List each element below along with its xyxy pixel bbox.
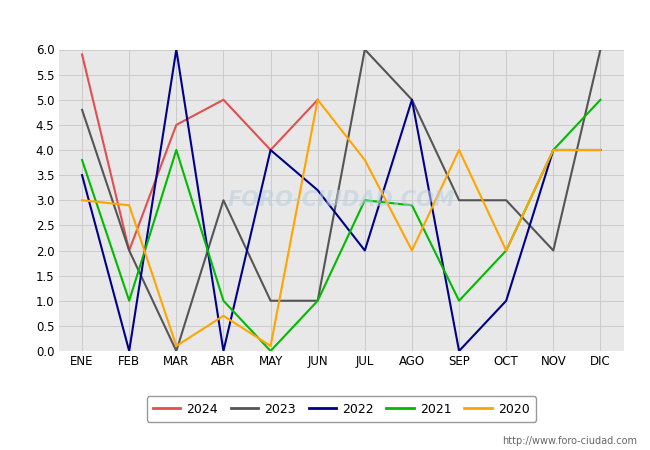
Text: http://www.foro-ciudad.com: http://www.foro-ciudad.com xyxy=(502,436,637,446)
Text: Matriculaciones de Vehiculos en Gaucín: Matriculaciones de Vehiculos en Gaucín xyxy=(173,12,477,27)
Text: FORO-CIUDAD.COM: FORO-CIUDAD.COM xyxy=(227,190,455,210)
Legend: 2024, 2023, 2022, 2021, 2020: 2024, 2023, 2022, 2021, 2020 xyxy=(146,396,536,422)
